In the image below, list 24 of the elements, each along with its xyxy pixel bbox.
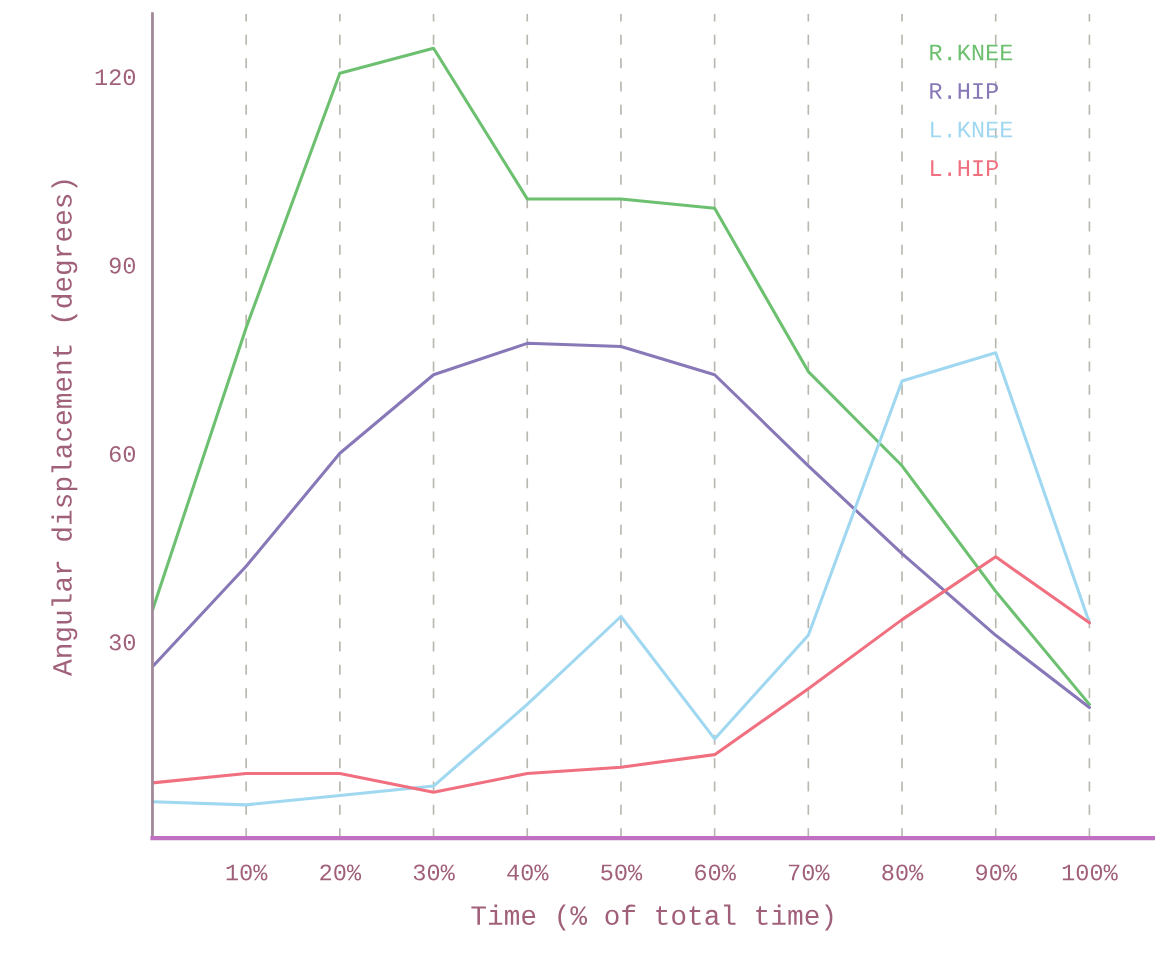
x-tick-label: 30% (413, 864, 455, 881)
text: L.HIP (931, 160, 998, 176)
line-series (152, 555, 1091, 794)
y-tick-label: 90 (109, 257, 136, 274)
text: R.KNEE (930, 44, 1013, 61)
line-series (152, 351, 1091, 807)
y-tick-label: 60 (109, 446, 136, 463)
x-tick-label: 10% (226, 864, 268, 881)
x-tick-label: 80% (882, 864, 924, 881)
x-tick-label: 20% (320, 864, 362, 881)
y-axis-title: Angular displacement (degrees) (51, 180, 78, 676)
x-tick-label: 60% (695, 864, 736, 881)
text: L.KNEE (931, 121, 1013, 138)
line-series (152, 341, 1091, 710)
x-tick-label: 50% (601, 864, 643, 881)
y-tick-label: 30 (109, 634, 136, 651)
x-tick-label: 90% (976, 864, 1017, 881)
x-tick-label: 100% (1062, 864, 1118, 881)
x-axis-title: Time (% of total time) (471, 904, 833, 931)
line-series (152, 46, 1091, 706)
text: R.HIP (930, 83, 998, 99)
x-tick-label: 70% (788, 864, 830, 881)
y-tick-label: 120 (95, 69, 136, 86)
x-tick-label: 40% (507, 864, 549, 881)
